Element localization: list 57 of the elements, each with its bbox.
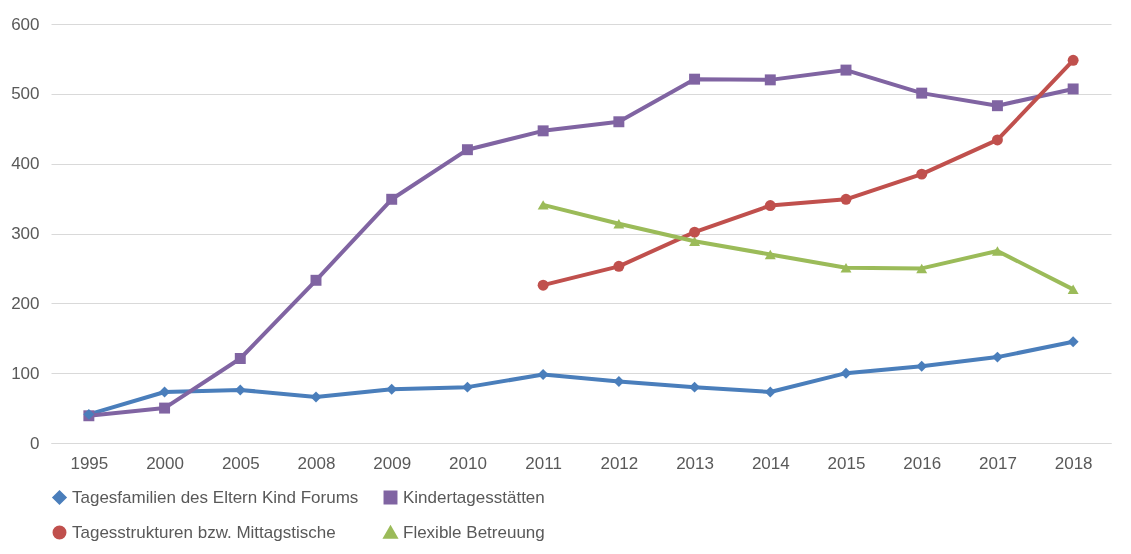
x-tick-label: 2005 (221, 453, 260, 473)
x-tick-label: 2009 (373, 453, 412, 473)
y-tick-label: 600 (11, 14, 40, 34)
x-tick-label: 2010 (449, 453, 487, 473)
y-tick-label: 200 (11, 293, 40, 313)
x-tick-label: 2015 (827, 453, 866, 473)
point (1067, 336, 1079, 348)
point (991, 246, 1003, 256)
point (234, 353, 246, 364)
point (537, 279, 549, 291)
legend-label: Flexible Betreuung (403, 522, 545, 542)
x-tick-label: 2011 (525, 453, 562, 473)
point (764, 74, 776, 86)
point (689, 236, 701, 246)
y-tick-label: 400 (11, 154, 40, 174)
point (991, 134, 1003, 146)
point (537, 125, 549, 137)
point (764, 249, 776, 260)
x-tick-label: 2018 (1054, 453, 1093, 473)
point (1067, 54, 1079, 66)
point (1067, 284, 1079, 295)
x-tick-label: 2016 (903, 453, 942, 473)
point (916, 168, 928, 180)
point (1067, 83, 1079, 95)
legend-label: Tagesfamilien des Eltern Kind Forums (72, 487, 359, 507)
x-tick-label: 2012 (600, 453, 639, 473)
point (537, 200, 549, 210)
y-tick-label: 500 (11, 84, 40, 104)
point (689, 73, 701, 85)
y-tick-label: 300 (11, 224, 40, 243)
point (159, 402, 171, 414)
point (840, 193, 852, 205)
point (386, 193, 398, 205)
point (764, 200, 776, 212)
legend-label: Tagesstrukturen bzw. Mittagstische (72, 522, 336, 542)
x-tick-label: 2013 (676, 453, 714, 473)
point (613, 116, 625, 128)
x-tick-label: 1995 (70, 453, 109, 473)
point (310, 274, 322, 286)
point (916, 263, 928, 274)
point (613, 260, 625, 272)
point (840, 367, 852, 379)
y-tick-label: 100 (11, 363, 40, 383)
x-tick-label: 2000 (146, 453, 184, 473)
x-tick-label: 2017 (979, 453, 1017, 473)
x-tick-label: 2008 (297, 453, 336, 473)
point (461, 144, 473, 156)
point (310, 391, 322, 403)
point (840, 64, 852, 76)
point (916, 360, 928, 372)
legend-label: Kindertagesstätten (403, 487, 545, 507)
y-tick-label: 0 (30, 433, 40, 453)
point (689, 226, 701, 238)
point (613, 218, 625, 229)
x-tick-label: 2014 (751, 453, 790, 473)
point (916, 87, 928, 99)
point (991, 100, 1003, 112)
